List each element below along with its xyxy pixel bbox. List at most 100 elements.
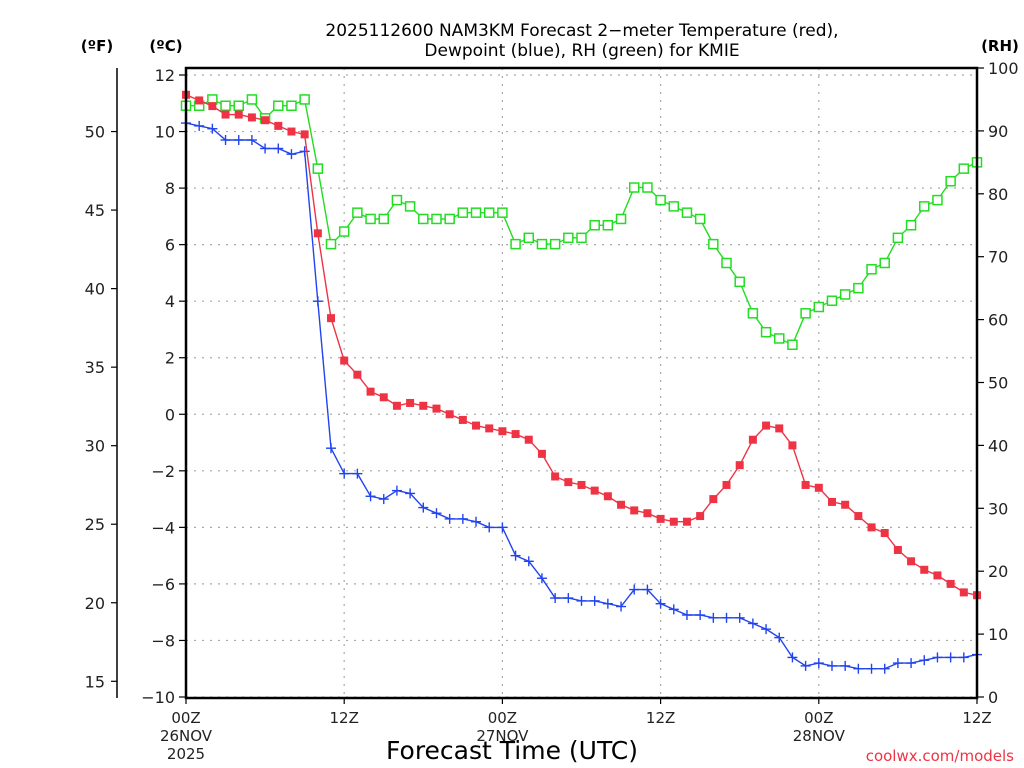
temperature-point — [524, 435, 533, 444]
dewpoint-point — [774, 632, 785, 643]
temperature-point — [630, 506, 639, 515]
temperature-point — [933, 571, 942, 580]
dewpoint-point — [286, 149, 297, 160]
rh-point — [945, 175, 956, 187]
temperature-point — [959, 588, 968, 597]
rh-point — [431, 213, 442, 225]
rh-point — [576, 232, 587, 244]
fahrenheit-tick-label: 15 — [85, 672, 105, 691]
temperature-point — [221, 110, 230, 119]
dewpoint-point — [826, 660, 837, 671]
temperature-point — [696, 512, 705, 521]
plot-frame — [184, 66, 979, 700]
dewpoint-point — [734, 612, 745, 623]
dewpoint-point — [431, 508, 442, 519]
temperature-point — [195, 96, 204, 105]
rh-point — [760, 326, 772, 338]
fahrenheit-tick-label: 35 — [85, 358, 105, 377]
celsius-tick-label: 10 — [155, 123, 175, 142]
dewpoint-point — [853, 663, 864, 674]
rh-point — [668, 201, 680, 212]
fahrenheit-tick-label: 20 — [85, 594, 105, 613]
temperature-point — [419, 401, 428, 410]
chart-title-line-2: Dewpoint (blue), RH (green) for KMIE — [424, 41, 739, 61]
dewpoint-line — [185, 122, 978, 670]
fahrenheit-tick-label: 30 — [85, 437, 105, 456]
rh-point — [536, 238, 548, 250]
temperature-point — [234, 110, 243, 119]
temperature-point — [946, 579, 955, 588]
rh-point — [734, 276, 745, 288]
temperature-point — [841, 500, 850, 509]
rh-point — [905, 220, 917, 231]
temperature-point — [709, 495, 718, 504]
temperature-point — [406, 398, 415, 407]
dewpoint-point — [352, 468, 363, 479]
rh-point — [483, 207, 495, 218]
dewpoint-point — [655, 598, 666, 609]
rh-point — [444, 213, 455, 225]
rh-point — [813, 301, 825, 313]
temperature-point — [261, 116, 270, 125]
chart-title-line-1: 2025112600 NAM3KM Forecast 2−meter Tempe… — [325, 21, 838, 41]
rh-point — [523, 232, 535, 244]
temperature-point — [762, 421, 771, 430]
rh-point — [286, 100, 297, 111]
x-axis-title: Forecast Time (UTC) — [386, 736, 638, 765]
dewpoint-point — [945, 652, 956, 663]
rh-point — [839, 289, 851, 300]
dewpoint-point — [523, 556, 534, 567]
rh-point — [932, 194, 943, 206]
rh-tick-label: 20 — [988, 562, 1008, 581]
dewpoint-point — [312, 296, 323, 307]
dewpoint-point — [497, 522, 508, 533]
dewpoint-point — [378, 494, 389, 505]
temperature-point — [867, 523, 876, 532]
celsius-tick-label: −4 — [151, 518, 175, 537]
celsius-tick-label: −8 — [151, 631, 175, 650]
dewpoint-point — [550, 593, 561, 604]
rh-point — [628, 182, 640, 193]
rh-tick-label: 60 — [988, 311, 1008, 330]
temperature-point — [313, 229, 322, 238]
rh-point — [418, 213, 429, 225]
rh-point — [708, 238, 719, 250]
dewpoint-point — [642, 584, 653, 595]
rh-point — [365, 213, 376, 225]
dewpoint-point — [391, 485, 402, 496]
rh-point — [787, 339, 798, 351]
credit-link[interactable]: coolwx.com/models — [866, 747, 1014, 765]
dewpoint-point — [721, 612, 732, 623]
rh-point — [233, 100, 244, 111]
dewpoint-point — [326, 443, 337, 454]
rh-point — [826, 295, 838, 306]
rh-point — [273, 100, 284, 111]
rh-point — [694, 213, 706, 225]
dewpoint-point — [892, 658, 903, 669]
rh-point — [404, 201, 416, 212]
temperature-point — [445, 410, 454, 419]
rh-tick-label: 90 — [988, 122, 1008, 141]
rh-point — [457, 207, 469, 218]
dewpoint-point — [840, 660, 851, 671]
fahrenheit-unit-label: (ºF) — [81, 37, 113, 55]
series-rh — [180, 94, 983, 351]
dewpoint-point — [194, 120, 205, 131]
dewpoint-point — [299, 146, 310, 157]
dewpoint-point — [695, 610, 706, 621]
temperature-point — [893, 545, 902, 554]
rh-unit-label: (RH) — [981, 37, 1019, 55]
dewpoint-point — [260, 143, 271, 154]
celsius-axis: 12 10 8 6 4 2 0 −2 −4 −6 −8 −10 — [141, 66, 186, 707]
temperature-point — [551, 472, 560, 481]
dewpoint-point — [906, 658, 917, 669]
celsius-tick-label: −10 — [141, 688, 175, 707]
dewpoint-point — [339, 468, 350, 479]
dewpoint-point — [365, 491, 376, 502]
dewpoint-point — [747, 618, 758, 629]
temperature-point — [498, 427, 507, 436]
rh-point — [879, 257, 890, 269]
rh-point — [391, 194, 403, 206]
